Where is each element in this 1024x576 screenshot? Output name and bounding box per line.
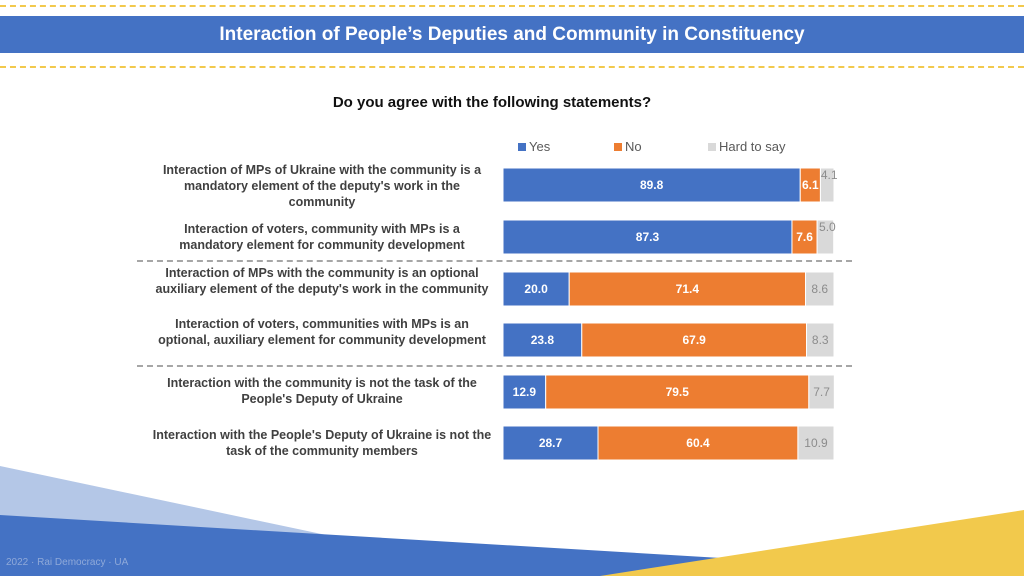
data-label-no: 67.9 — [682, 333, 706, 347]
chart-title: Do you agree with the following statemen… — [332, 94, 652, 111]
bar-segment-no — [545, 374, 810, 410]
bar-segment-hard — [819, 167, 835, 203]
bar-segment-yes — [502, 374, 547, 410]
data-label-hard: 10.9 — [804, 436, 828, 450]
legend-item-no: No — [614, 139, 642, 154]
data-label-yes: 23.8 — [531, 333, 555, 347]
bar-segment-yes — [502, 322, 583, 358]
bar-segment-yes — [502, 167, 801, 203]
bar-segment-yes — [502, 219, 793, 255]
legend: Yes No Hard to say — [0, 139, 1024, 155]
category-label: Interaction of voters, community with MP… — [179, 222, 465, 252]
legend-item-yes: Yes — [518, 139, 550, 154]
data-label-no: 79.5 — [666, 385, 690, 399]
legend-label-yes: Yes — [529, 139, 551, 154]
category-label: Interaction of MPs of Ukraine with the c… — [162, 163, 482, 209]
data-label-hard: 7.7 — [813, 385, 830, 399]
legend-swatch-yes — [518, 142, 526, 151]
bar-segment-hard — [816, 219, 835, 255]
data-label-hard: 5.0 — [819, 220, 836, 234]
legend-swatch-no — [614, 142, 622, 151]
bar-segment-hard — [806, 322, 835, 358]
bar-segment-no — [581, 322, 808, 358]
data-label-yes: 28.7 — [539, 436, 563, 450]
bar-segment-hard — [797, 425, 835, 461]
data-label-hard: 8.3 — [812, 333, 829, 347]
data-label-hard: 4.1 — [821, 168, 838, 182]
bar-segment-hard — [808, 374, 835, 410]
data-label-hard: 8.6 — [811, 282, 828, 296]
bar-segment-no — [568, 271, 807, 307]
category-label: Interaction of MPs with the community is… — [155, 266, 489, 296]
data-label-no: 60.4 — [686, 436, 710, 450]
legend-label-no: No — [625, 139, 642, 154]
top-dashed-line — [0, 5, 1024, 7]
page-title: Interaction of People’s Deputies and Com… — [0, 16, 1024, 53]
legend-item-hard: Hard to say — [708, 139, 785, 154]
footer-text: 2022 · Rai Democracy · UA — [6, 557, 129, 568]
group-separator — [137, 260, 852, 262]
data-label-no: 7.6 — [796, 230, 813, 244]
legend-label-hard: Hard to say — [719, 139, 786, 154]
data-label-yes: 20.0 — [524, 282, 548, 296]
data-label-yes: 87.3 — [636, 230, 660, 244]
bar-segment-hard — [805, 271, 835, 307]
category-label: Interaction with the community is not th… — [167, 376, 477, 406]
bottom-dashed-line — [0, 66, 1024, 68]
category-label: Interaction with the People's Deputy of … — [152, 428, 492, 458]
data-label-yes: 89.8 — [640, 178, 664, 192]
data-label-yes: 12.9 — [513, 385, 537, 399]
bar-segment-yes — [502, 425, 599, 461]
data-label-no: 6.1 — [802, 178, 819, 192]
legend-swatch-hard — [708, 142, 716, 151]
category-label: Interaction of voters, communities with … — [158, 317, 486, 347]
data-label-no: 71.4 — [676, 282, 700, 296]
group-separator — [137, 365, 852, 367]
bar-segment-no — [597, 425, 799, 461]
